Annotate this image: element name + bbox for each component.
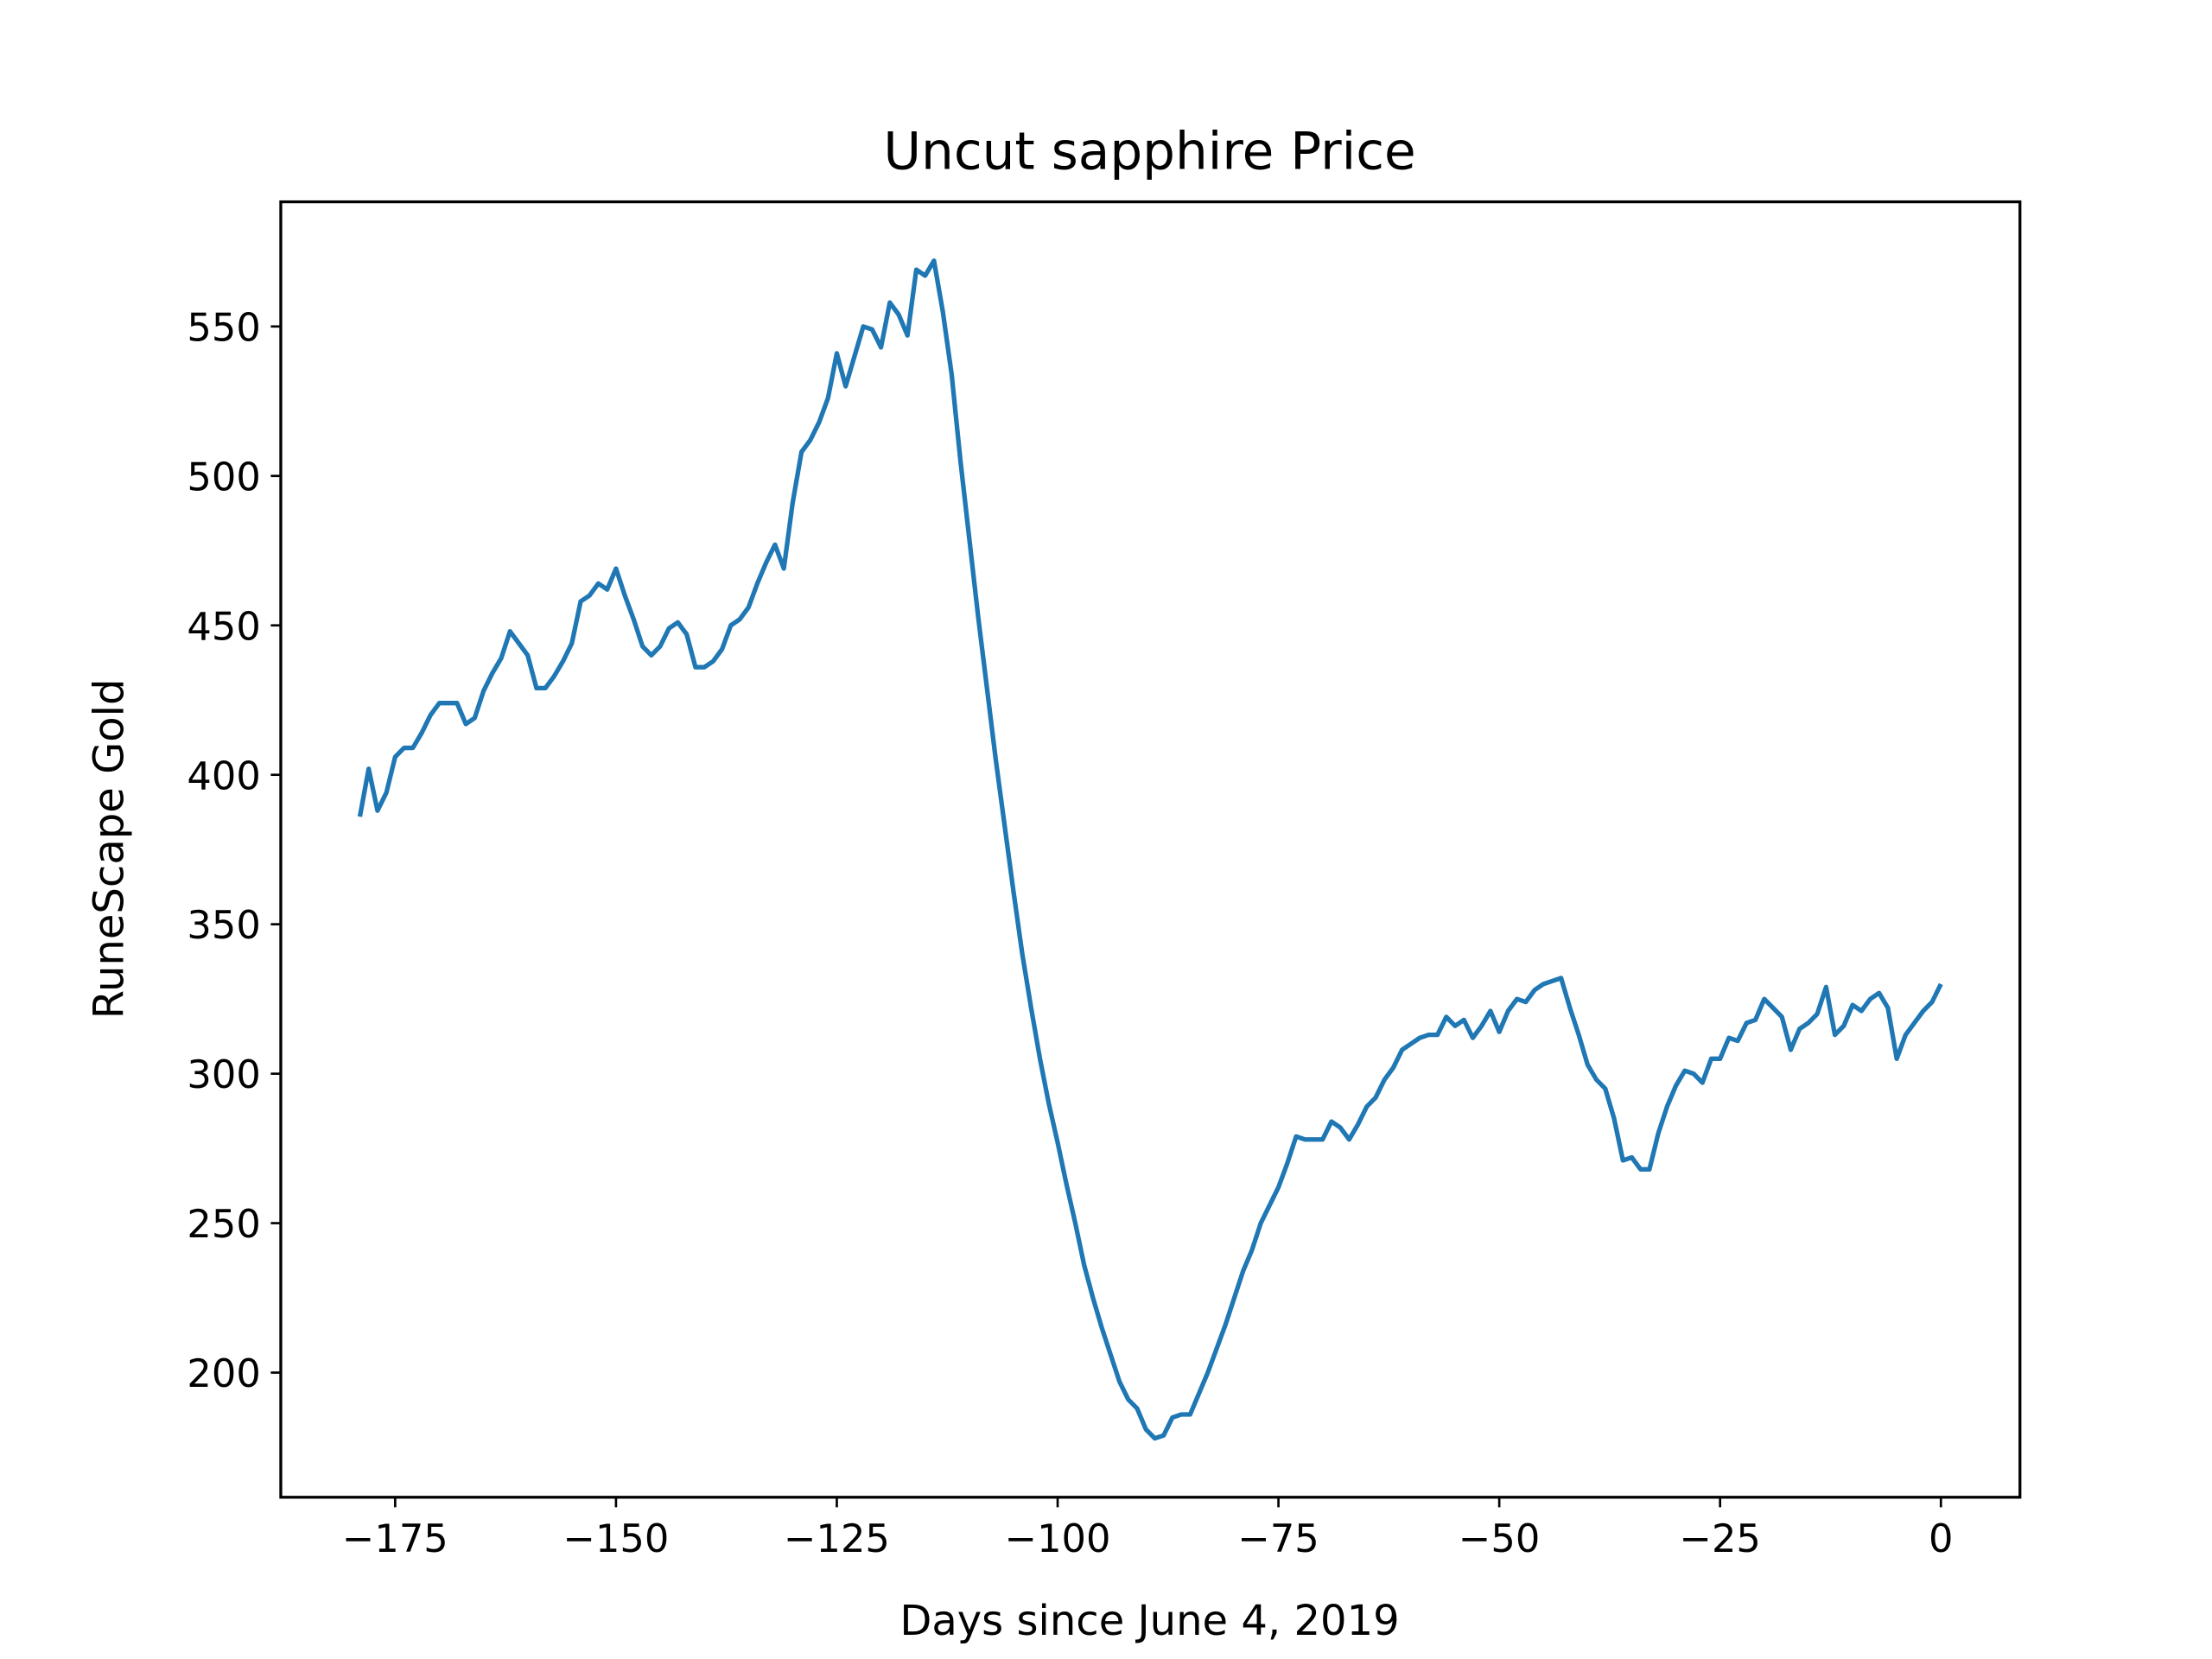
y-tick-label: 550 (187, 304, 260, 350)
y-tick-label: 450 (187, 603, 260, 649)
y-tick-label: 300 (187, 1052, 260, 1097)
y-axis-label: RuneScape Gold (86, 678, 134, 1019)
x-tick-label: −25 (1680, 1516, 1761, 1561)
y-tick-label: 250 (187, 1201, 260, 1247)
x-tick-label: −175 (342, 1516, 448, 1561)
x-axis-label: Days since June 4, 2019 (899, 1597, 1399, 1645)
y-tick-label: 200 (187, 1351, 260, 1396)
x-tick-label: −50 (1459, 1516, 1540, 1561)
y-tick-label: 350 (187, 902, 260, 948)
axes-frame (279, 200, 2022, 1499)
x-tick-label: 0 (1929, 1516, 1953, 1561)
x-tick-label: −125 (784, 1516, 890, 1561)
x-tick-label: −100 (1005, 1516, 1111, 1561)
y-tick-label: 500 (187, 454, 260, 499)
price-line (357, 258, 1943, 1441)
chart-title: Uncut sapphire Price (883, 122, 1415, 181)
x-tick-label: −150 (563, 1516, 669, 1561)
y-tick-label: 400 (187, 753, 260, 798)
plot-area (357, 258, 1943, 1441)
x-tick-label: −75 (1237, 1516, 1319, 1561)
